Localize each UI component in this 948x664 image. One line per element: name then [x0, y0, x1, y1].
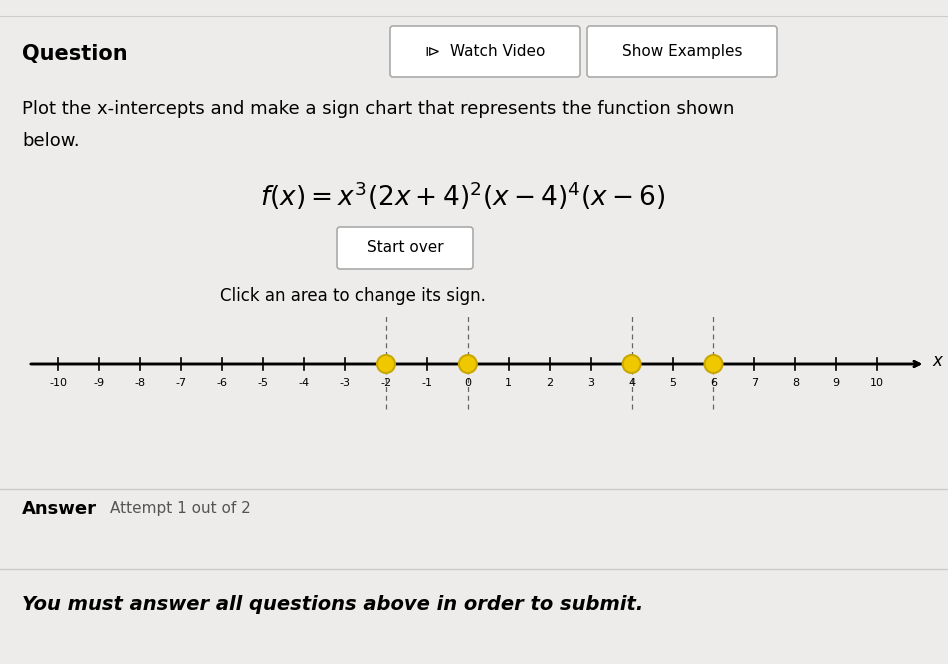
Text: ⧐  Watch Video: ⧐ Watch Video: [425, 44, 545, 59]
Text: Show Examples: Show Examples: [622, 44, 742, 59]
Text: -3: -3: [339, 378, 351, 388]
Text: -8: -8: [135, 378, 146, 388]
Text: 10: 10: [870, 378, 884, 388]
Text: -6: -6: [217, 378, 228, 388]
Text: -7: -7: [175, 378, 187, 388]
Text: 2: 2: [546, 378, 554, 388]
Text: 4: 4: [629, 378, 635, 388]
Text: below.: below.: [22, 132, 80, 150]
Ellipse shape: [623, 355, 641, 373]
Text: -10: -10: [49, 378, 67, 388]
Text: $f(x) = x^3(2x+4)^2(x-4)^4(x-6)$: $f(x) = x^3(2x+4)^2(x-4)^4(x-6)$: [260, 180, 665, 212]
Text: -4: -4: [299, 378, 310, 388]
Text: Answer: Answer: [22, 500, 97, 518]
FancyBboxPatch shape: [390, 26, 580, 77]
Text: -5: -5: [258, 378, 268, 388]
FancyBboxPatch shape: [587, 26, 777, 77]
Text: 7: 7: [751, 378, 758, 388]
Text: Start over: Start over: [367, 240, 444, 256]
Text: -1: -1: [422, 378, 432, 388]
Text: 5: 5: [669, 378, 676, 388]
Text: Plot the x-intercepts and make a sign chart that represents the function shown: Plot the x-intercepts and make a sign ch…: [22, 100, 735, 118]
Text: 8: 8: [792, 378, 799, 388]
FancyBboxPatch shape: [337, 227, 473, 269]
Text: Question: Question: [22, 44, 128, 64]
Text: 0: 0: [465, 378, 471, 388]
Ellipse shape: [377, 355, 395, 373]
Text: -9: -9: [94, 378, 105, 388]
Text: 3: 3: [587, 378, 594, 388]
Text: Click an area to change its sign.: Click an area to change its sign.: [220, 287, 486, 305]
Text: 9: 9: [832, 378, 840, 388]
Text: 1: 1: [505, 378, 512, 388]
Ellipse shape: [459, 355, 477, 373]
Text: Attempt 1 out of 2: Attempt 1 out of 2: [110, 501, 251, 517]
Text: You must answer all questions above in order to submit.: You must answer all questions above in o…: [22, 594, 644, 614]
Text: 6: 6: [710, 378, 717, 388]
Ellipse shape: [704, 355, 722, 373]
Text: x: x: [932, 352, 942, 370]
Text: -2: -2: [380, 378, 392, 388]
